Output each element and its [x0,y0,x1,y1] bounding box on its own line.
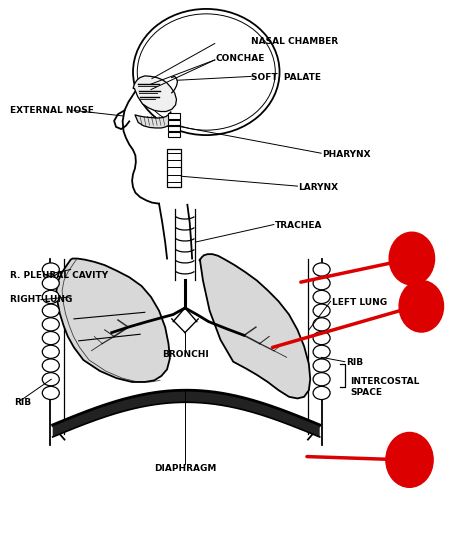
Text: LARYNX: LARYNX [299,183,338,192]
Ellipse shape [42,345,59,359]
Ellipse shape [133,9,280,135]
FancyBboxPatch shape [168,132,180,138]
Text: R. PLEURAL CAVITY: R. PLEURAL CAVITY [10,271,108,279]
Text: BRONCHI: BRONCHI [162,350,209,359]
Polygon shape [56,258,170,382]
Text: PHARYNX: PHARYNX [322,150,371,159]
Text: LEFT LUNG: LEFT LUNG [331,298,387,307]
Text: SOFT  PALATE: SOFT PALATE [251,73,321,82]
Text: NASAL CHAMBER: NASAL CHAMBER [251,37,338,46]
Ellipse shape [313,277,330,290]
Polygon shape [133,76,176,112]
Ellipse shape [42,318,59,331]
Polygon shape [135,112,171,128]
Text: SPACE: SPACE [350,388,383,398]
Ellipse shape [313,345,330,359]
FancyBboxPatch shape [168,126,180,131]
Text: CONCHAE: CONCHAE [216,54,265,63]
Ellipse shape [313,304,330,317]
Polygon shape [167,149,181,187]
Circle shape [389,232,435,285]
Circle shape [386,432,433,487]
Ellipse shape [313,332,330,345]
Ellipse shape [313,290,330,304]
Ellipse shape [42,373,59,386]
Ellipse shape [42,263,59,276]
Polygon shape [199,254,310,398]
Ellipse shape [42,386,59,399]
Ellipse shape [313,263,330,276]
Text: DIAPHRAGM: DIAPHRAGM [154,464,216,472]
FancyBboxPatch shape [168,120,180,125]
Text: INTERCOSTAL: INTERCOSTAL [350,377,420,387]
Text: RIB: RIB [14,398,31,407]
Ellipse shape [313,359,330,372]
Text: RIGHT LUNG: RIGHT LUNG [10,295,73,304]
FancyBboxPatch shape [168,113,180,119]
Ellipse shape [313,318,330,331]
Ellipse shape [42,304,59,317]
Ellipse shape [42,290,59,304]
Text: TRACHEA: TRACHEA [275,221,322,230]
Ellipse shape [42,359,59,372]
Text: EXTERNAL NOSE: EXTERNAL NOSE [10,106,94,115]
Circle shape [399,280,444,332]
Ellipse shape [313,373,330,386]
Ellipse shape [42,332,59,345]
Text: RIB: RIB [346,358,363,367]
Ellipse shape [313,386,330,399]
Ellipse shape [42,277,59,290]
